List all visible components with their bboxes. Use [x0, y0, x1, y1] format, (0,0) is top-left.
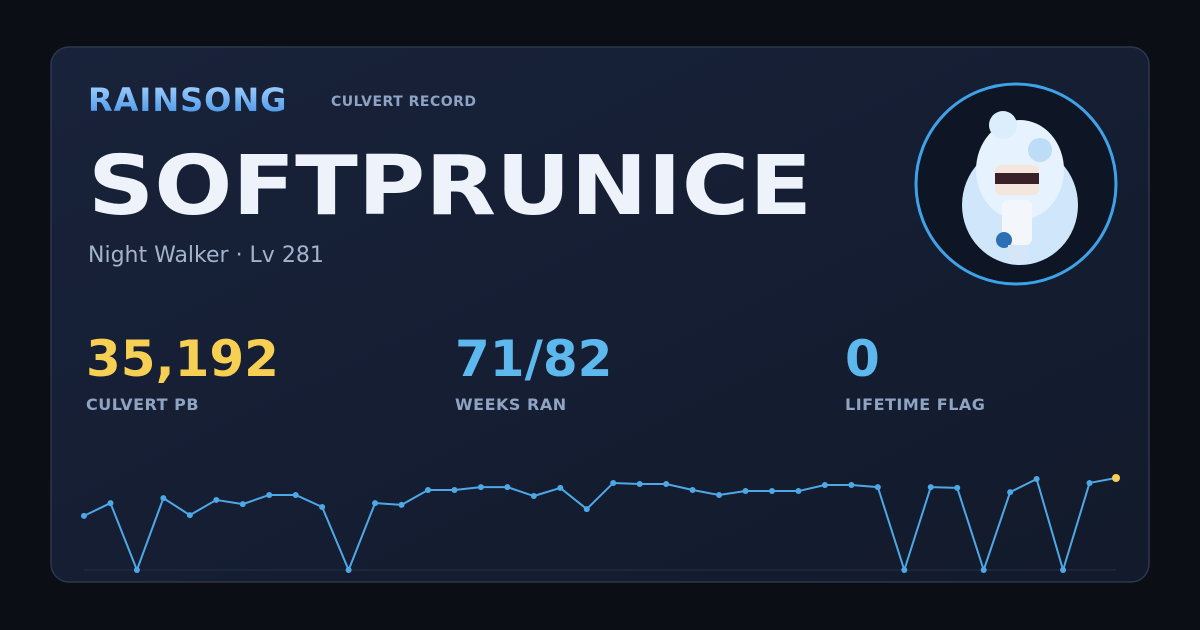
point [742, 488, 749, 495]
point [292, 491, 299, 498]
point [81, 512, 87, 519]
point [689, 487, 696, 494]
point [874, 484, 881, 491]
avatar [914, 82, 1118, 286]
card [50, 46, 1150, 583]
point [372, 500, 379, 507]
point [980, 567, 987, 573]
point [239, 501, 246, 508]
latest-point [1112, 474, 1120, 482]
brand: RAINSONG [88, 81, 287, 119]
stat-label: WEEKS RAN [455, 395, 567, 414]
point [186, 512, 193, 519]
player-name: SOFTPRUNICE [88, 139, 812, 234]
point [1086, 479, 1093, 486]
point [1007, 489, 1014, 496]
stat-label: LIFETIME FLAG [845, 395, 985, 414]
point [769, 488, 775, 495]
point [1060, 567, 1067, 573]
point [530, 493, 537, 500]
point [716, 491, 723, 498]
point [345, 567, 352, 573]
stat-value: 0 [845, 330, 880, 388]
point [954, 484, 961, 491]
point [848, 482, 855, 489]
stat-value: 35,192 [86, 330, 279, 388]
tag: CULVERT RECORD [331, 94, 477, 110]
point [160, 495, 167, 502]
point [451, 487, 458, 494]
point [583, 506, 590, 513]
point [504, 484, 511, 491]
sparkline [83, 477, 1117, 571]
point [610, 479, 617, 486]
point [266, 491, 273, 498]
point [795, 488, 802, 495]
stat-label: CULVERT PB [86, 395, 199, 414]
point [107, 500, 114, 507]
subtitle: Night Walker · Lv 281 [88, 243, 324, 268]
point [133, 567, 140, 573]
point [477, 484, 484, 491]
point [663, 480, 670, 487]
point [213, 496, 220, 503]
point [927, 484, 934, 491]
point [425, 487, 431, 494]
point [557, 484, 564, 491]
point [319, 503, 326, 510]
point [821, 482, 828, 489]
point [636, 480, 643, 487]
point [1033, 476, 1040, 483]
stat-value: 71/82 [455, 330, 612, 388]
point [398, 501, 405, 508]
point [901, 567, 908, 573]
